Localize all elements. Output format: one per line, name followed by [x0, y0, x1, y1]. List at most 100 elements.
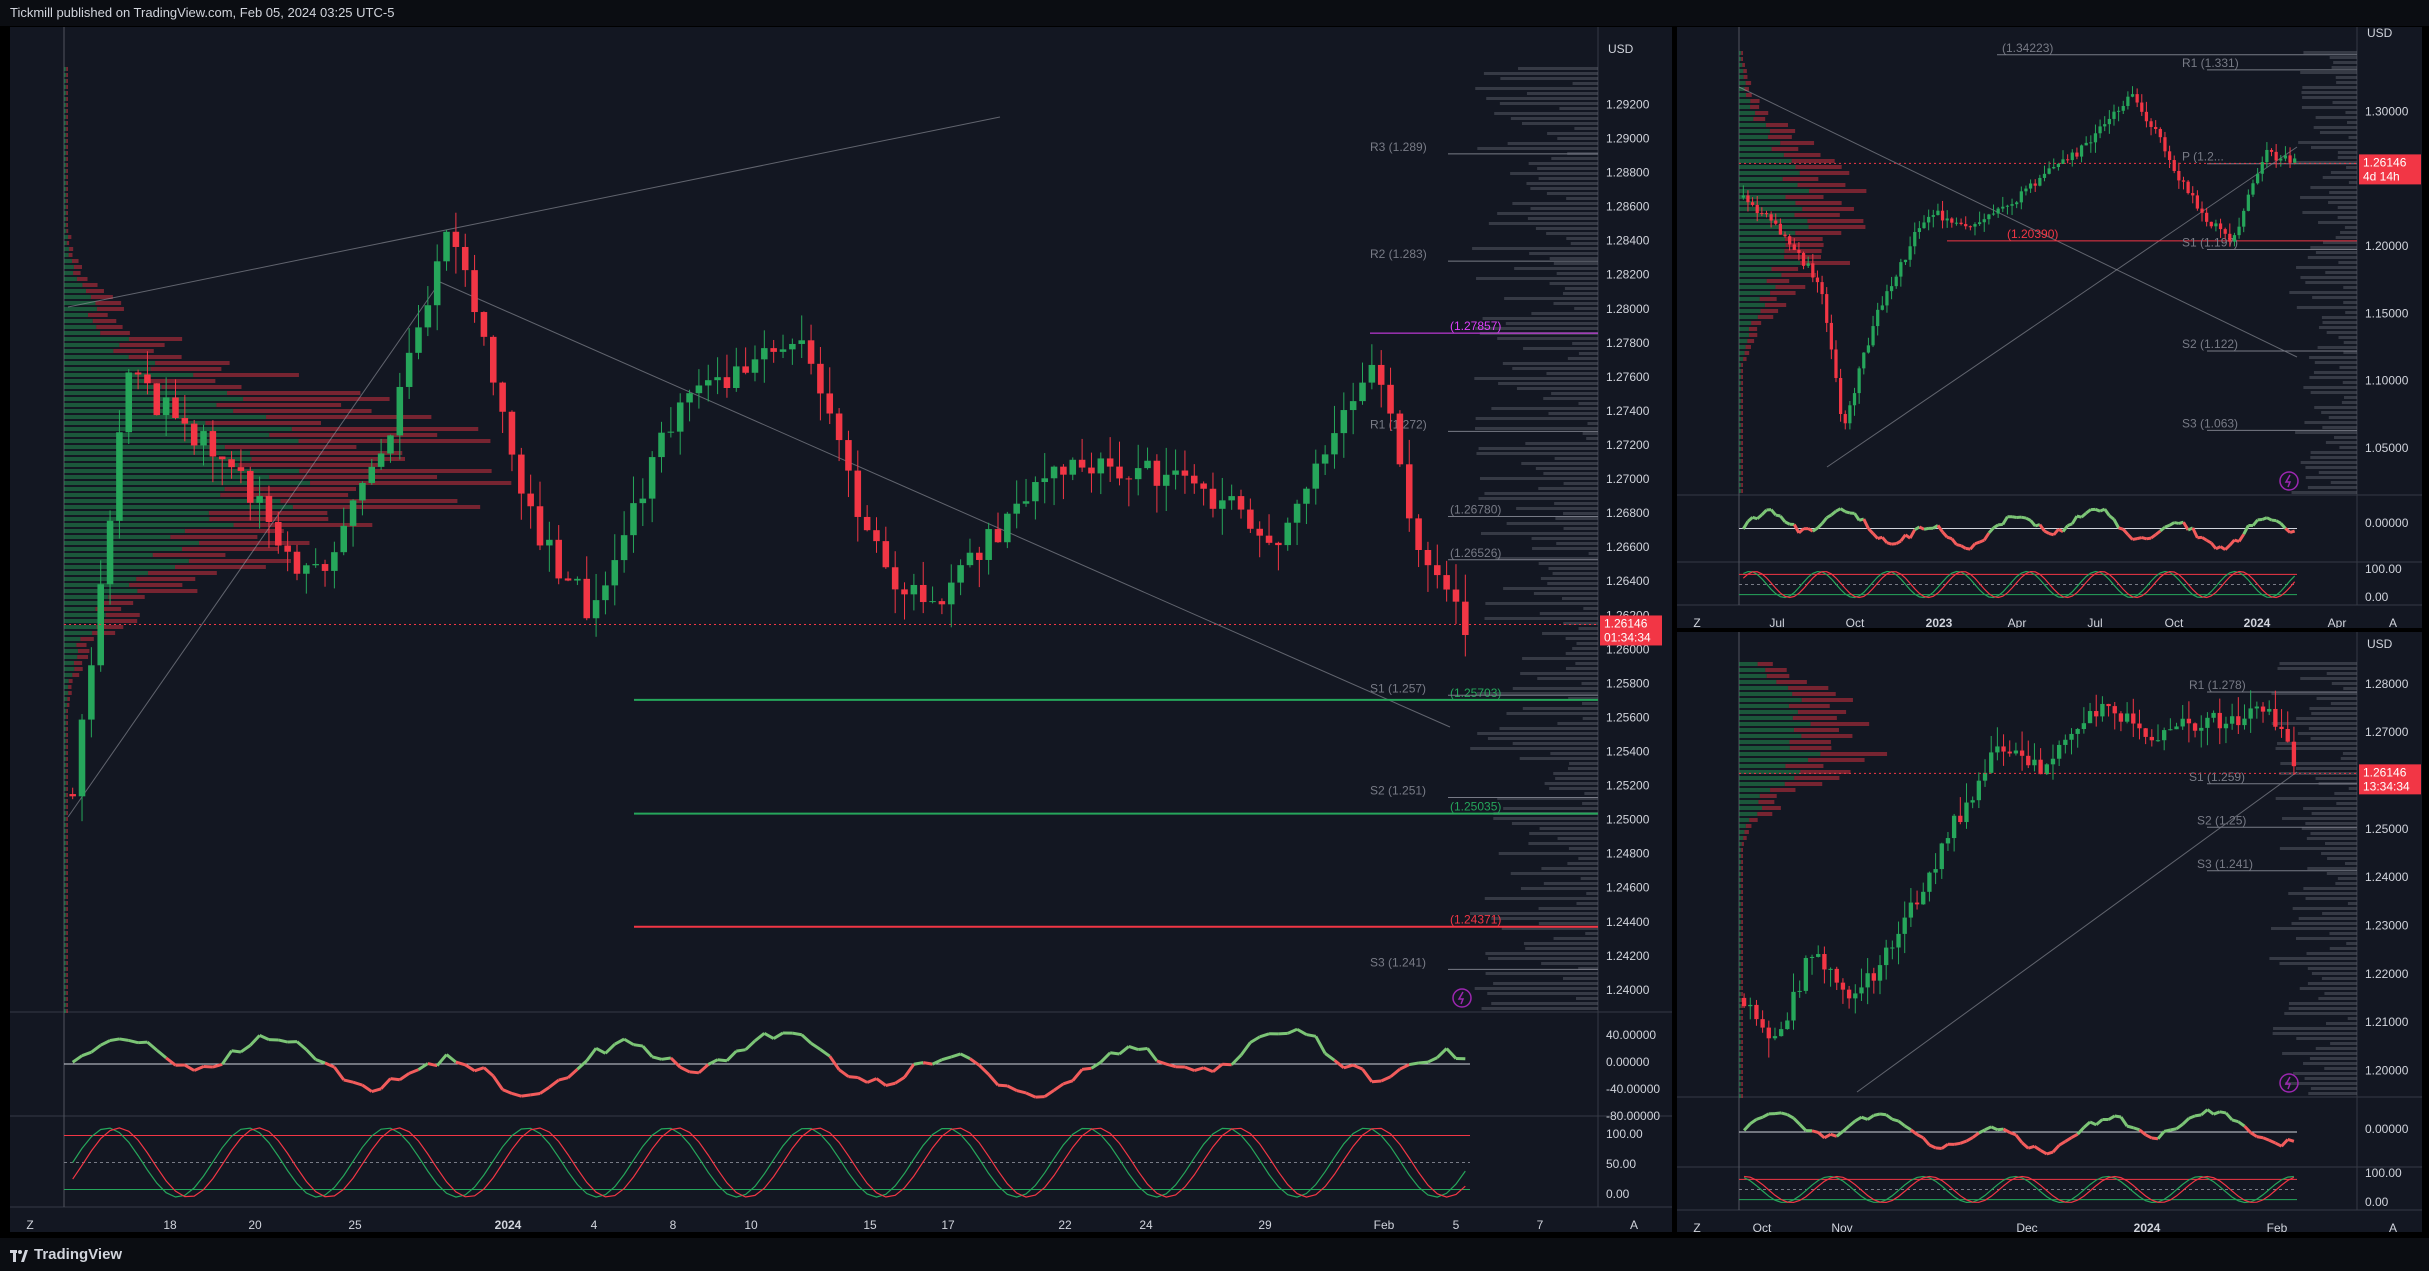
volume-profile-bar [66, 907, 68, 911]
right-volume-profile-bar [2326, 331, 2357, 334]
oscillator-segment [2051, 1144, 2061, 1154]
volume-profile-bar [1741, 968, 1743, 972]
oscillator-segment [1798, 1123, 1807, 1132]
candle-body [1987, 214, 1991, 220]
volume-profile-bar [1739, 129, 1770, 133]
oscillator-segment [2107, 1114, 2116, 1121]
candle-body [2163, 137, 2167, 152]
volume-profile-bar [66, 955, 68, 959]
oscillator-segment [1165, 1062, 1176, 1069]
right-volume-profile-bar [1543, 397, 1598, 400]
oscillator-segment [1871, 532, 1879, 540]
volume-profile-bar [1739, 165, 1796, 169]
volume-profile-bar [1780, 141, 1815, 145]
volume-profile-bar [1748, 327, 1758, 331]
candle-body [1801, 252, 1806, 266]
volume-profile-bar [64, 937, 67, 941]
candle-body [1902, 917, 1907, 934]
oscillator-segment [1779, 515, 1787, 523]
oscillator-segment [1899, 533, 1907, 542]
tradingview-logo[interactable]: TradingView [10, 1246, 122, 1263]
candle-body [1219, 500, 1226, 509]
volume-profile-bar [64, 367, 151, 371]
candle-body [1041, 478, 1048, 483]
oscillator-segment [1053, 1082, 1065, 1092]
oscillator-segment [661, 1056, 672, 1061]
volume-profile-bar [64, 973, 67, 977]
oscillator-segment [1817, 1131, 1826, 1139]
volume-profile-bar [1794, 213, 1840, 217]
right-volume-profile-bar [2316, 697, 2357, 700]
oscillator-segment [1756, 513, 1763, 520]
candle-body [1877, 965, 1883, 981]
volume-profile-bar [1788, 686, 1829, 690]
right-volume-profile-bar [2310, 832, 2357, 835]
price-tick-label: 1.25200 [1606, 779, 1650, 793]
right-volume-profile-bar [1475, 327, 1598, 330]
price-tick-label: 1.27000 [2365, 725, 2409, 739]
volume-profile-bar [64, 787, 67, 791]
volume-profile-bar [66, 241, 70, 245]
volume-profile-bar [66, 193, 68, 197]
bottom-right-chart-panel[interactable]: USD1.280001.270001.260001.250001.240001.… [1677, 632, 2422, 1232]
volume-profile-bar [1741, 1058, 1743, 1062]
volume-profile-bar [1795, 201, 1842, 205]
volume-profile-bar [1739, 710, 1798, 714]
volume-profile-bar [64, 613, 106, 617]
top-right-chart[interactable]: USD1.300001.250001.200001.150001.100001.… [1677, 27, 2422, 628]
volume-profile-bar [66, 733, 68, 737]
volume-profile-bar [1739, 1034, 1742, 1038]
volume-profile-bar [1757, 315, 1774, 319]
main-chart-panel[interactable]: USD 1.29200 1.29000 1.28800 1.28600 1.28400 1.… [10, 27, 1672, 1232]
right-volume-profile-bar [1563, 622, 1598, 625]
right-volume-profile-bar [1557, 722, 1598, 725]
candle-body [2063, 739, 2068, 745]
volume-profile-bar [64, 757, 67, 761]
right-volume-profile-bar [2295, 767, 2357, 770]
right-volume-profile-bar [2343, 341, 2357, 344]
right-volume-profile-bar [1480, 532, 1598, 535]
oscillator-segment [212, 1062, 223, 1069]
pivot-level-label: S2 (1.122) [2182, 337, 2238, 351]
volume-profile-bar [66, 787, 68, 791]
oscillator-segment [193, 1065, 205, 1072]
top-right-chart-panel[interactable]: USD1.300001.250001.200001.150001.100001.… [1677, 27, 2422, 628]
volume-profile-bar [66, 223, 68, 227]
right-volume-profile-bar [1514, 267, 1598, 270]
right-volume-profile-bar [1485, 602, 1598, 605]
oscillator-segment [2251, 518, 2259, 527]
candle-body [2236, 716, 2241, 726]
candle-body [714, 377, 721, 381]
stoch-tick-label: 100.00 [2365, 562, 2402, 576]
right-volume-profile-bar [2306, 837, 2357, 840]
oscillator-segment [1324, 1052, 1336, 1062]
oscillator-segment [90, 1043, 102, 1054]
oscillator-segment [2275, 519, 2282, 525]
candle-body [1871, 973, 1876, 981]
candle-body [1865, 973, 1870, 988]
candle-body [2107, 118, 2111, 125]
oscillator-segment [2256, 1135, 2264, 1140]
main-chart[interactable]: USD1.292001.290001.288001.286001.284001.… [10, 27, 1672, 1232]
volume-profile-bar [1739, 992, 1742, 996]
oscillator-segment [1062, 1079, 1074, 1086]
volume-profile-bar [1739, 105, 1751, 109]
oscillator-segment [1839, 507, 1847, 513]
candle-body [499, 382, 506, 412]
right-volume-profile-bar [1521, 122, 1598, 125]
candle-body [1443, 575, 1450, 590]
volume-profile-bar [1741, 369, 1743, 373]
right-volume-profile-bar [2315, 777, 2357, 780]
bottom-right-chart[interactable]: USD1.280001.270001.260001.250001.240001.… [1677, 632, 2422, 1232]
candle-body [845, 440, 852, 471]
right-volume-profile-bar [1543, 882, 1598, 885]
volume-profile-bar [1739, 375, 1742, 379]
time-tick-label: 7 [1537, 1218, 1544, 1232]
right-volume-profile-bar [1572, 342, 1598, 345]
candle-body [2112, 706, 2117, 714]
volume-profile-bar [64, 415, 267, 419]
candle-body [2144, 111, 2149, 122]
right-volume-profile-bar [1570, 242, 1598, 245]
candle-body [1829, 322, 1833, 350]
volume-profile-bar [1739, 423, 1742, 427]
